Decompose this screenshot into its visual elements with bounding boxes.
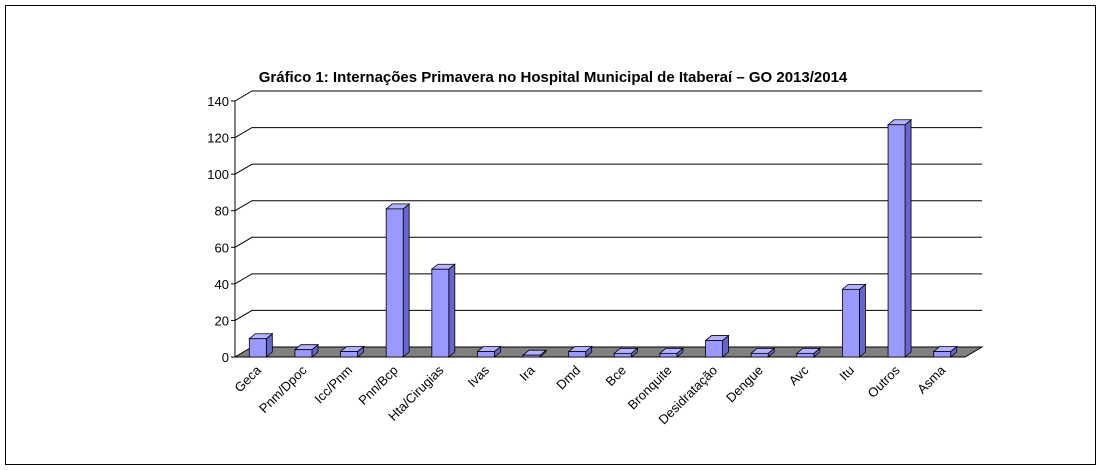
- y-tick-label: 80: [215, 204, 229, 219]
- bar-side: [402, 203, 410, 358]
- bar-side: [904, 118, 912, 358]
- bar: [613, 352, 632, 358]
- y-tick-label: 60: [215, 240, 229, 255]
- bar: [887, 124, 906, 358]
- bar-side: [859, 283, 866, 358]
- grid-line: [234, 200, 982, 212]
- chart-title: Gráfico 1: Internações Primavera no Hosp…: [259, 69, 848, 86]
- bar: [294, 349, 313, 358]
- grid-line: [234, 236, 982, 248]
- bar: [659, 352, 678, 358]
- bar: [340, 351, 358, 358]
- grid-line: [234, 273, 982, 285]
- y-tick-label: 140: [207, 94, 229, 109]
- grid-line: [234, 163, 982, 175]
- y-tick-label: 40: [215, 277, 229, 292]
- y-tick-label: 0: [222, 350, 229, 365]
- bar: [796, 352, 815, 358]
- y-tick-label: 20: [215, 313, 229, 328]
- grid-line: [234, 127, 982, 139]
- grid-line: [234, 90, 982, 102]
- y-tick-label: 100: [207, 167, 229, 182]
- bar: [248, 338, 267, 358]
- bar: [705, 340, 723, 358]
- bar: [568, 351, 587, 358]
- chart-frame: [5, 5, 1096, 465]
- bar: [933, 351, 952, 358]
- bar: [431, 268, 450, 358]
- y-tick-label: 120: [207, 131, 229, 146]
- bar: [842, 288, 860, 358]
- bar: [522, 354, 541, 358]
- bar: [385, 208, 404, 358]
- grid-line: [234, 309, 982, 321]
- bar-side: [448, 263, 456, 358]
- bar: [750, 352, 769, 358]
- bar: [477, 351, 495, 358]
